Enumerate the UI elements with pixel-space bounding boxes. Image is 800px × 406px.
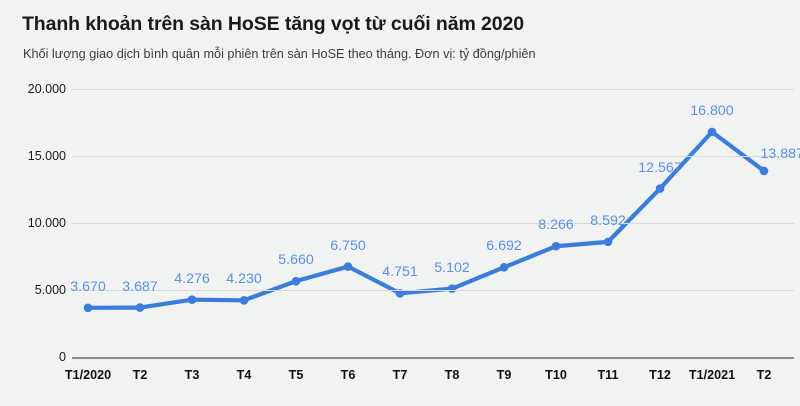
x-axis-tick-label: T6 <box>340 368 356 382</box>
data-point-label: 8.266 <box>538 217 574 234</box>
data-point-marker[interactable] <box>499 263 509 272</box>
data-point-label: 4.230 <box>226 271 262 288</box>
data-point-marker[interactable] <box>655 184 665 193</box>
data-point-marker[interactable] <box>187 295 197 305</box>
data-point-marker[interactable] <box>135 303 145 312</box>
gridline <box>72 156 794 157</box>
x-axis-tick-label: T7 <box>392 368 408 382</box>
x-axis-tick-label: T2 <box>132 368 148 382</box>
y-axis-tick-label: 15.000 <box>27 149 66 163</box>
data-point-label: 3.687 <box>122 278 158 295</box>
x-axis-tick-label: T12 <box>649 368 671 382</box>
x-axis-tick-label: T1/2020 <box>64 368 112 382</box>
data-point-label: 13.887 <box>760 145 800 162</box>
x-axis-tick-label: T8 <box>444 368 460 382</box>
y-axis-tick-label: 20.000 <box>27 82 66 96</box>
data-point-label: 4.751 <box>382 264 418 281</box>
x-axis-tick-label: T2 <box>756 368 772 382</box>
data-point-marker[interactable] <box>395 289 405 298</box>
data-point-marker[interactable] <box>759 166 769 176</box>
data-point-label: 5.102 <box>434 259 470 276</box>
y-axis-tick-label: 0 <box>59 350 66 364</box>
gridline <box>72 290 794 291</box>
y-axis-tick-label: 5.000 <box>34 283 66 297</box>
data-point-label: 12.567 <box>638 159 682 176</box>
data-point-marker[interactable] <box>707 127 717 137</box>
data-point-marker[interactable] <box>551 241 561 251</box>
gridline <box>72 223 794 224</box>
x-axis-tick-label: T9 <box>496 368 512 382</box>
x-axis-tick-label: T5 <box>288 368 304 382</box>
data-point-marker[interactable] <box>239 296 249 305</box>
x-axis-tick-label: T4 <box>236 368 252 382</box>
data-point-label: 6.750 <box>330 237 366 254</box>
x-axis-tick-label: T11 <box>597 368 619 382</box>
data-point-marker[interactable] <box>291 276 301 286</box>
gridline <box>72 89 794 90</box>
data-point-label: 16.800 <box>690 102 734 119</box>
x-axis-tick-label: T3 <box>184 368 200 382</box>
data-point-label: 6.692 <box>486 238 522 255</box>
data-point-label: 3.670 <box>70 278 106 295</box>
x-axis-tick-label: T1/2021 <box>688 368 736 382</box>
data-point-marker[interactable] <box>343 262 353 271</box>
page-title: Thanh khoản trên sàn HoSE tăng vọt từ cu… <box>22 13 525 35</box>
axis-baseline <box>72 357 794 359</box>
y-axis-tick-label: 10.000 <box>27 216 66 230</box>
x-axis-tick-label: T10 <box>545 368 567 382</box>
data-point-label: 8.592 <box>590 212 626 229</box>
data-point-label: 5.660 <box>278 252 314 269</box>
data-point-marker[interactable] <box>447 284 457 293</box>
data-point-marker[interactable] <box>603 237 613 247</box>
data-point-label: 4.276 <box>174 270 210 287</box>
data-point-marker[interactable] <box>83 303 93 313</box>
chart-subtitle: Khối lượng giao dịch bình quân mỗi phiên… <box>23 47 536 61</box>
